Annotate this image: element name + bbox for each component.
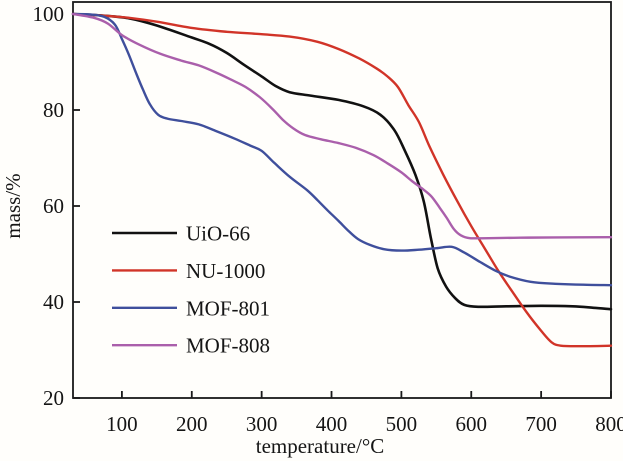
y-tick-label-80: 80: [43, 98, 64, 122]
legend-label-nu-1000: NU-1000: [186, 259, 265, 283]
y-tick-label-20: 20: [43, 386, 64, 410]
x-tick-label-500: 500: [386, 412, 418, 436]
curve-mof-808: [71, 12, 613, 240]
legend-label-mof-808: MOF-808: [186, 334, 270, 358]
x-tick-label-400: 400: [316, 412, 348, 436]
data-curves: [71, 12, 613, 348]
x-tick-label-800: 800: [595, 412, 623, 436]
x-tick-label-600: 600: [456, 412, 488, 436]
x-tick-label-700: 700: [525, 412, 557, 436]
chart-legend: UiO-66 NU-1000 MOF-801 MOF-808: [112, 222, 270, 358]
x-axis-title: temperature/°C: [256, 434, 385, 458]
axis-tick-labels: 100 200 300 400 500 600 700 800 20 40 60 80 100: [33, 2, 623, 436]
y-tick-label-60: 60: [43, 194, 64, 218]
legend-item-mof-808: MOF-808: [112, 334, 270, 358]
axis-ticks: [73, 13, 612, 399]
x-tick-label-300: 300: [246, 412, 278, 436]
curve-mof-801: [71, 12, 613, 287]
y-axis-title: mass/%: [1, 173, 25, 238]
x-tick-label-100: 100: [106, 412, 138, 436]
legend-label-uio-66: UiO-66: [186, 222, 250, 246]
legend-label-mof-801: MOF-801: [186, 296, 270, 320]
legend-item-mof-801: MOF-801: [112, 296, 270, 320]
x-tick-label-200: 200: [176, 412, 208, 436]
plot-border: [72, 1, 612, 399]
legend-item-uio-66: UiO-66: [112, 222, 250, 246]
y-tick-label-40: 40: [43, 290, 64, 314]
curve-uio-66: [71, 12, 613, 311]
y-tick-label-100: 100: [33, 2, 65, 26]
curve-nu-1000: [71, 12, 613, 348]
legend-item-nu-1000: NU-1000: [112, 259, 265, 283]
